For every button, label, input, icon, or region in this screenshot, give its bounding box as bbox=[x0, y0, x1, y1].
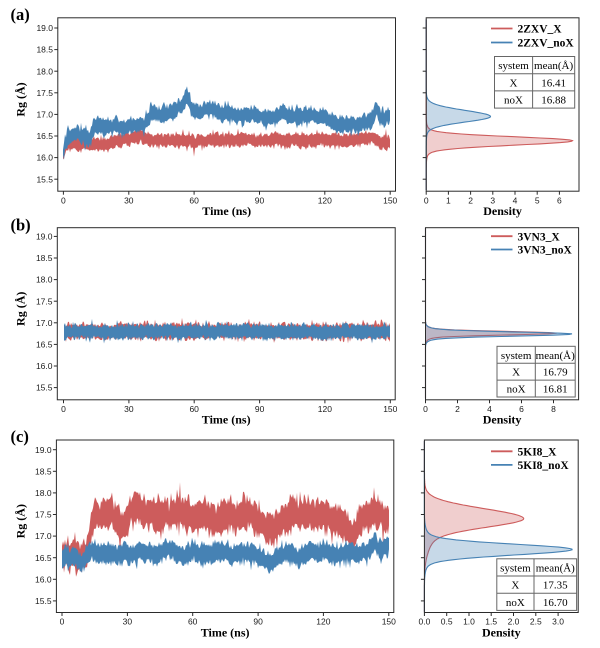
svg-text:90: 90 bbox=[253, 617, 263, 627]
svg-text:Density: Density bbox=[482, 625, 521, 639]
svg-text:60: 60 bbox=[189, 404, 199, 414]
svg-text:60: 60 bbox=[189, 195, 199, 205]
svg-text:2.0: 2.0 bbox=[508, 617, 520, 627]
svg-text:Rg (Å): Rg (Å) bbox=[14, 82, 28, 116]
svg-text:90: 90 bbox=[255, 404, 265, 414]
svg-text:Time (ns): Time (ns) bbox=[201, 625, 250, 639]
svg-text:15.5: 15.5 bbox=[35, 596, 52, 606]
svg-text:16.0: 16.0 bbox=[36, 361, 53, 371]
svg-text:noX: noX bbox=[504, 95, 523, 107]
svg-text:X: X bbox=[512, 367, 520, 379]
svg-text:16.88: 16.88 bbox=[541, 95, 566, 107]
svg-text:4: 4 bbox=[513, 195, 518, 205]
svg-text:17.5: 17.5 bbox=[35, 510, 52, 520]
svg-text:30: 30 bbox=[124, 195, 134, 205]
svg-text:30: 30 bbox=[123, 617, 133, 627]
svg-text:Rg (Å): Rg (Å) bbox=[14, 504, 28, 538]
svg-text:17.5: 17.5 bbox=[36, 296, 53, 306]
svg-text:16.41: 16.41 bbox=[541, 77, 566, 89]
svg-text:5KI8_noX: 5KI8_noX bbox=[518, 460, 570, 472]
svg-text:3VN3_X: 3VN3_X bbox=[518, 231, 561, 243]
svg-text:(b): (b) bbox=[11, 216, 31, 235]
svg-text:16.70: 16.70 bbox=[543, 597, 568, 609]
svg-text:16.5: 16.5 bbox=[35, 553, 52, 563]
svg-text:Time (ns): Time (ns) bbox=[202, 204, 251, 218]
svg-text:19.0: 19.0 bbox=[35, 445, 52, 455]
svg-text:17.0: 17.0 bbox=[35, 531, 52, 541]
svg-text:150: 150 bbox=[383, 404, 397, 414]
svg-text:18.5: 18.5 bbox=[35, 466, 52, 476]
svg-text:2.5: 2.5 bbox=[530, 617, 542, 627]
svg-text:2ZXV_noX: 2ZXV_noX bbox=[518, 38, 575, 50]
svg-text:Time (ns): Time (ns) bbox=[202, 413, 251, 427]
svg-text:1.5: 1.5 bbox=[485, 617, 497, 627]
svg-text:X: X bbox=[511, 580, 519, 592]
svg-text:0: 0 bbox=[60, 617, 65, 627]
svg-text:17.0: 17.0 bbox=[36, 318, 53, 328]
svg-text:0: 0 bbox=[423, 404, 428, 414]
svg-text:Density: Density bbox=[483, 413, 522, 427]
svg-text:19.0: 19.0 bbox=[36, 232, 53, 242]
svg-text:15.5: 15.5 bbox=[36, 174, 53, 184]
svg-text:16.0: 16.0 bbox=[36, 153, 53, 163]
svg-text:16.79: 16.79 bbox=[543, 367, 568, 379]
svg-text:120: 120 bbox=[316, 617, 330, 627]
svg-text:system: system bbox=[498, 60, 529, 72]
svg-text:16.81: 16.81 bbox=[543, 384, 568, 396]
svg-text:Rg (Å): Rg (Å) bbox=[14, 292, 28, 326]
svg-text:6: 6 bbox=[557, 195, 562, 205]
svg-text:0.0: 0.0 bbox=[418, 617, 430, 627]
svg-text:noX: noX bbox=[506, 597, 525, 609]
svg-text:(a): (a) bbox=[11, 5, 30, 24]
svg-text:mean(Å): mean(Å) bbox=[536, 350, 575, 362]
svg-text:18.5: 18.5 bbox=[36, 45, 53, 55]
svg-text:18.5: 18.5 bbox=[36, 253, 53, 263]
svg-text:2: 2 bbox=[455, 404, 460, 414]
svg-text:60: 60 bbox=[188, 617, 198, 627]
svg-text:8: 8 bbox=[551, 404, 556, 414]
svg-text:Density: Density bbox=[483, 204, 522, 218]
svg-text:16.5: 16.5 bbox=[36, 131, 53, 141]
svg-text:mean(Å): mean(Å) bbox=[534, 60, 573, 72]
svg-text:system: system bbox=[501, 350, 532, 362]
svg-text:5: 5 bbox=[535, 195, 540, 205]
svg-text:15.5: 15.5 bbox=[36, 383, 53, 393]
svg-text:system: system bbox=[500, 562, 531, 574]
svg-text:0: 0 bbox=[424, 195, 429, 205]
svg-text:2ZXV_X: 2ZXV_X bbox=[518, 24, 563, 36]
svg-text:5KI8_X: 5KI8_X bbox=[518, 447, 558, 459]
svg-text:6: 6 bbox=[519, 404, 524, 414]
svg-text:1: 1 bbox=[446, 195, 451, 205]
svg-text:150: 150 bbox=[383, 195, 397, 205]
svg-text:4: 4 bbox=[487, 404, 492, 414]
svg-text:16.5: 16.5 bbox=[36, 340, 53, 350]
svg-text:150: 150 bbox=[382, 617, 396, 627]
svg-text:120: 120 bbox=[318, 404, 332, 414]
svg-text:(c): (c) bbox=[11, 427, 29, 446]
svg-text:18.0: 18.0 bbox=[36, 275, 53, 285]
svg-text:3: 3 bbox=[490, 195, 495, 205]
svg-text:30: 30 bbox=[124, 404, 134, 414]
svg-text:17.5: 17.5 bbox=[36, 88, 53, 98]
svg-text:noX: noX bbox=[507, 384, 526, 396]
svg-text:18.0: 18.0 bbox=[36, 66, 53, 76]
svg-text:3VN3_noX: 3VN3_noX bbox=[518, 245, 573, 257]
svg-text:16.0: 16.0 bbox=[35, 574, 52, 584]
svg-text:0.5: 0.5 bbox=[441, 617, 453, 627]
svg-text:17.35: 17.35 bbox=[543, 580, 568, 592]
svg-text:mean(Å): mean(Å) bbox=[536, 562, 575, 574]
svg-text:2: 2 bbox=[468, 195, 473, 205]
svg-text:17.0: 17.0 bbox=[36, 110, 53, 120]
svg-text:3.0: 3.0 bbox=[552, 617, 564, 627]
svg-text:0: 0 bbox=[61, 195, 66, 205]
svg-text:X: X bbox=[510, 77, 518, 89]
svg-text:90: 90 bbox=[255, 195, 265, 205]
svg-text:0: 0 bbox=[61, 404, 66, 414]
svg-text:18.0: 18.0 bbox=[35, 488, 52, 498]
svg-text:19.0: 19.0 bbox=[36, 23, 53, 33]
svg-text:120: 120 bbox=[318, 195, 332, 205]
svg-text:1.0: 1.0 bbox=[463, 617, 475, 627]
